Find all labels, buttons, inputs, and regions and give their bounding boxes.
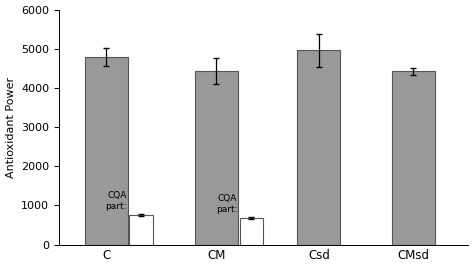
Bar	[195, 71, 238, 245]
Bar	[297, 50, 340, 245]
Bar	[392, 72, 435, 245]
Bar	[84, 57, 128, 245]
Bar	[129, 215, 153, 245]
Y-axis label: Antioxidant Power: Antioxidant Power	[6, 76, 16, 178]
Bar	[240, 218, 264, 245]
Text: CQA
part:: CQA part:	[106, 191, 127, 211]
Text: CQA
part:: CQA part:	[216, 194, 237, 214]
